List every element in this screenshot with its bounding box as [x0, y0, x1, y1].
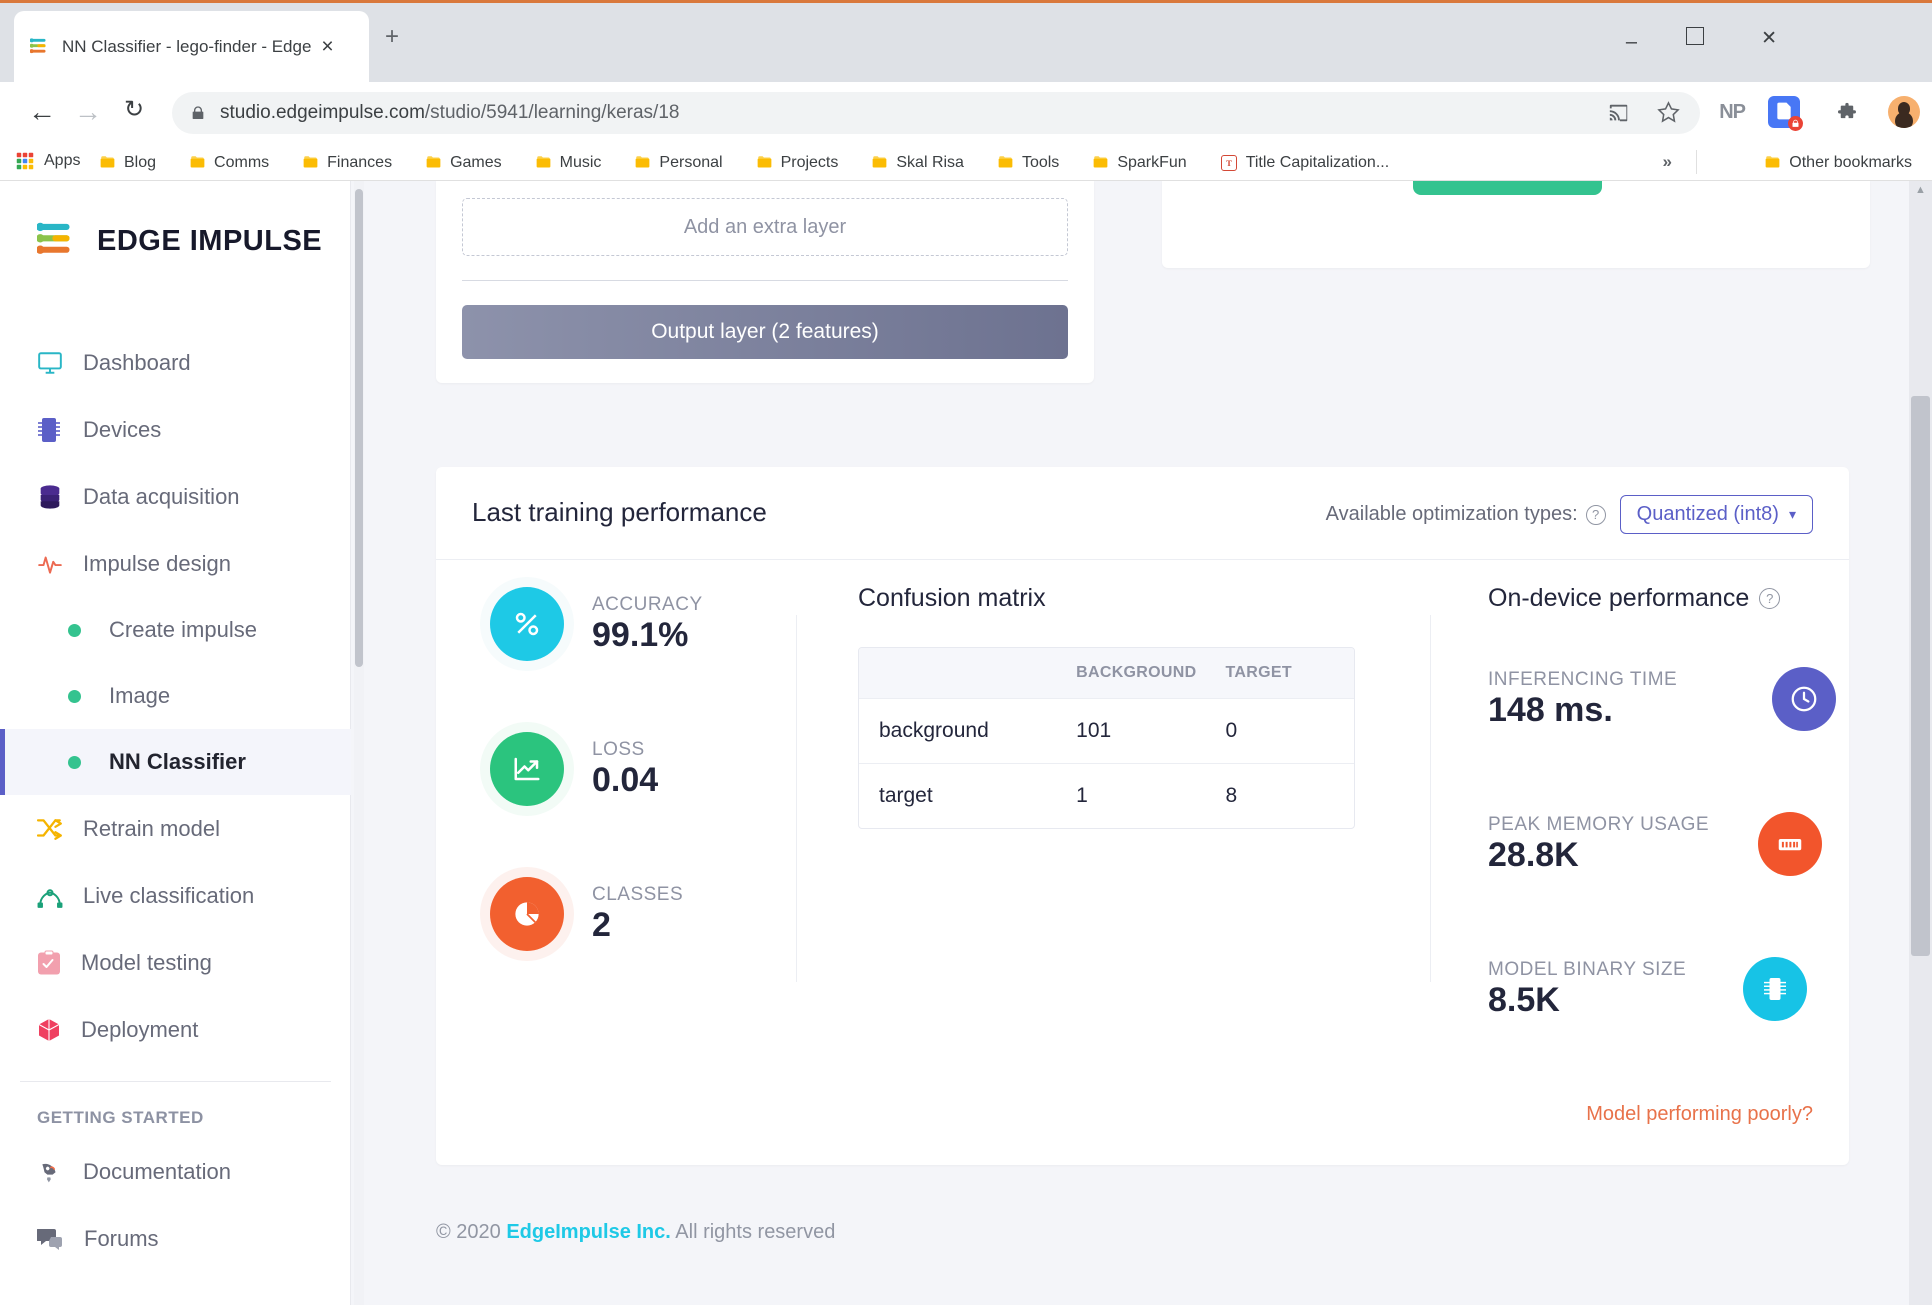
- svg-text:T: T: [1226, 157, 1232, 167]
